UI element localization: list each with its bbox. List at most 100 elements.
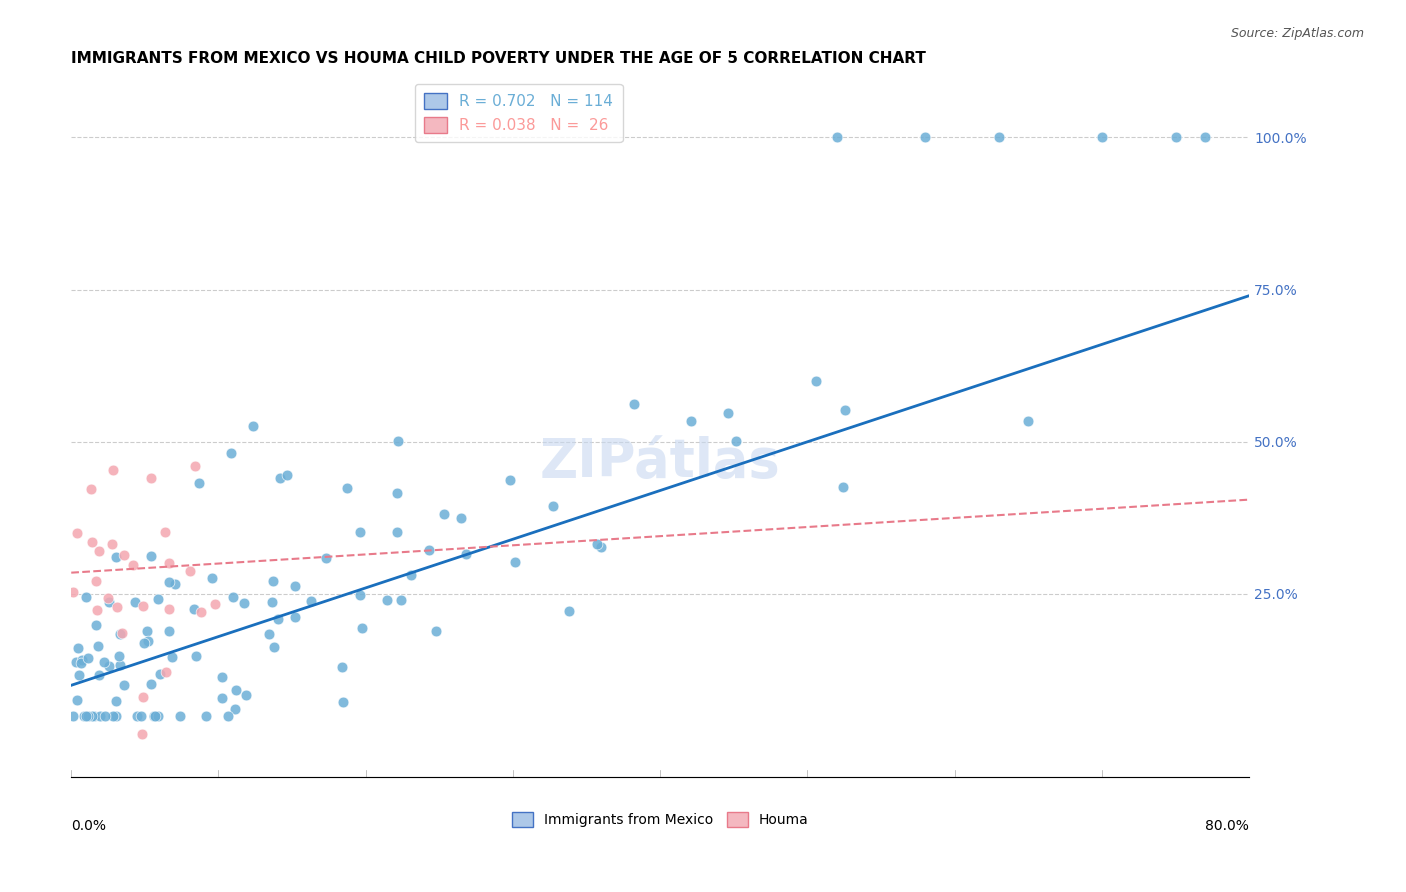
- Point: [70, 656, 93, 670]
- Point: [1091, 130, 1114, 145]
- Point: [1017, 414, 1039, 428]
- Point: [80, 708, 103, 723]
- Point: [267, 613, 290, 627]
- Point: [224, 702, 246, 716]
- Point: [262, 595, 284, 609]
- Point: [825, 130, 848, 145]
- Point: [124, 595, 146, 609]
- Point: [450, 511, 472, 525]
- Point: [222, 590, 245, 604]
- Point: [75, 708, 97, 723]
- Point: [1194, 130, 1216, 145]
- Point: [153, 525, 176, 540]
- Point: [87, 543, 110, 558]
- Point: [70, 653, 93, 667]
- Point: [352, 621, 374, 635]
- Point: [184, 459, 207, 474]
- Point: [143, 708, 166, 723]
- Point: [101, 537, 124, 551]
- Point: [157, 575, 180, 590]
- Point: [235, 688, 257, 702]
- Point: [110, 657, 132, 672]
- Point: [66, 526, 89, 541]
- Point: [831, 480, 853, 494]
- Point: [141, 677, 163, 691]
- Text: 80.0%: 80.0%: [1205, 819, 1249, 833]
- Point: [211, 670, 233, 684]
- Point: [108, 648, 131, 663]
- Point: [834, 403, 856, 417]
- Point: [77, 651, 100, 665]
- Text: Source: ZipAtlas.com: Source: ZipAtlas.com: [1230, 27, 1364, 40]
- Point: [1164, 130, 1187, 145]
- Point: [330, 660, 353, 674]
- Point: [987, 130, 1010, 145]
- Text: IMMIGRANTS FROM MEXICO VS HOUMA CHILD POVERTY UNDER THE AGE OF 5 CORRELATION CHA: IMMIGRANTS FROM MEXICO VS HOUMA CHILD PO…: [72, 51, 927, 66]
- Point: [679, 414, 702, 428]
- Point: [499, 473, 522, 487]
- Point: [101, 708, 124, 723]
- Point: [132, 636, 155, 650]
- Point: [505, 555, 527, 569]
- Point: [284, 579, 307, 593]
- Point: [242, 419, 264, 434]
- Point: [139, 471, 162, 485]
- Point: [80, 483, 103, 497]
- Point: [108, 627, 131, 641]
- Point: [62, 585, 84, 599]
- Point: [146, 592, 169, 607]
- Point: [201, 571, 224, 585]
- Point: [541, 499, 564, 513]
- Point: [73, 708, 96, 723]
- Point: [299, 594, 322, 608]
- Point: [725, 434, 748, 449]
- Point: [349, 525, 371, 540]
- Point: [157, 602, 180, 616]
- Point: [67, 641, 90, 656]
- Point: [155, 665, 177, 680]
- Point: [259, 627, 281, 641]
- Point: [104, 694, 127, 708]
- Point: [591, 540, 613, 554]
- Point: [80, 535, 103, 549]
- Point: [269, 471, 291, 485]
- Point: [263, 640, 285, 654]
- Point: [65, 655, 87, 669]
- Point: [122, 558, 145, 573]
- Point: [336, 481, 359, 495]
- Point: [225, 682, 247, 697]
- Point: [89, 668, 111, 682]
- Point: [103, 463, 125, 477]
- Point: [142, 708, 165, 723]
- Point: [418, 543, 440, 558]
- Point: [385, 524, 408, 539]
- Point: [375, 593, 398, 607]
- Point: [385, 486, 408, 500]
- Point: [179, 564, 201, 578]
- Point: [131, 690, 153, 705]
- Point: [315, 551, 337, 566]
- Point: [454, 548, 477, 562]
- Point: [136, 634, 159, 648]
- Point: [146, 708, 169, 723]
- Point: [131, 727, 153, 741]
- Point: [97, 595, 120, 609]
- Point: [142, 708, 165, 723]
- Point: [111, 626, 134, 640]
- Point: [131, 599, 153, 614]
- Point: [194, 708, 217, 723]
- Point: [425, 624, 447, 638]
- Point: [233, 596, 256, 610]
- Point: [163, 577, 186, 591]
- Legend: Immigrants from Mexico, Houma: Immigrants from Mexico, Houma: [506, 806, 814, 832]
- Point: [717, 406, 740, 420]
- Point: [149, 666, 172, 681]
- Point: [211, 691, 233, 706]
- Point: [127, 708, 149, 723]
- Point: [160, 650, 183, 665]
- Point: [75, 590, 97, 604]
- Point: [112, 678, 135, 692]
- Point: [349, 588, 371, 602]
- Point: [86, 603, 108, 617]
- Point: [433, 507, 456, 521]
